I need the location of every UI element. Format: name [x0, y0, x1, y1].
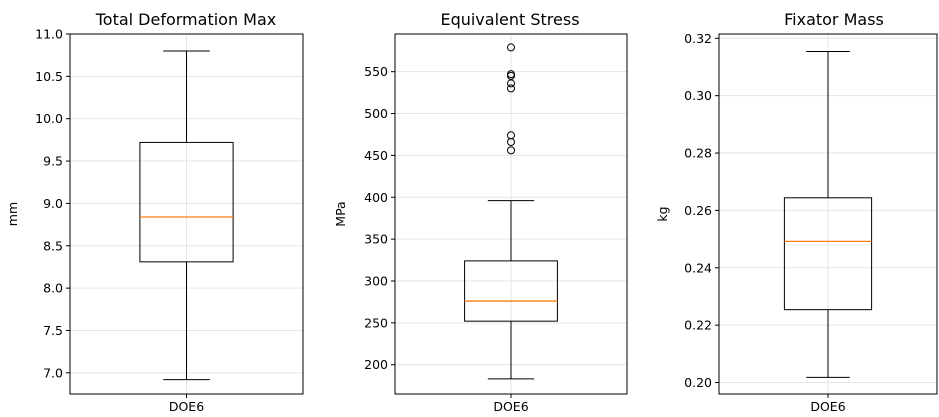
y-tick-label: 10.5: [35, 69, 63, 84]
chart-panel-2: Equivalent Stress 200 250 300 350 400 450 500 55…: [333, 10, 628, 414]
outlier-point: [507, 79, 515, 88]
chart-title: Fixator Mass: [784, 10, 884, 29]
chart-title: Equivalent Stress: [440, 10, 579, 29]
y-tick-label: 9.5: [43, 154, 63, 169]
outlier-point: [507, 84, 515, 93]
outlier-point: [507, 43, 515, 52]
y-axis-label: kg: [655, 206, 670, 221]
chart-title: Total Deformation Max: [95, 10, 277, 29]
axes-frame: [69, 33, 304, 395]
y-tick-label: 8.0: [43, 281, 63, 296]
y-axis-label: MPa: [333, 201, 348, 226]
y-tick-label: 0.24: [684, 260, 712, 275]
y-tick-label: 9.0: [43, 196, 63, 211]
y-tick-label: 0.30: [684, 88, 712, 103]
y-tick-label: 350: [364, 232, 388, 247]
y-tick-label: 250: [364, 315, 388, 330]
x-tick-label: DOE6: [169, 399, 204, 414]
y-tick-label: 0.22: [684, 318, 712, 333]
axes-frame: [394, 33, 628, 395]
y-tick-label: 0.20: [684, 375, 712, 390]
outlier-point: [507, 131, 515, 140]
y-tick-label: 11.0: [35, 27, 63, 42]
x-tick-label: DOE6: [810, 399, 845, 414]
y-tick-label: 200: [364, 357, 388, 372]
y-tick-label: 7.0: [43, 365, 63, 380]
y-tick-label: 300: [364, 273, 388, 288]
y-tick-label: 0.32: [684, 31, 712, 46]
chart-panel-1: Total Deformation Max 7.0 7.5 8.0 8.5 9.0 9.5 1…: [5, 10, 304, 414]
y-tick-label: 0.28: [684, 146, 712, 161]
x-tick-label: DOE6: [493, 399, 528, 414]
y-tick-label: 450: [364, 148, 388, 163]
chart-panel-3: Fixator Mass 0.20 0.22 0.24 0.26 0.28 0.30 0.32…: [655, 10, 938, 414]
outlier-point: [507, 70, 515, 79]
y-tick-label: 7.5: [43, 323, 63, 338]
y-tick-label: 500: [364, 106, 388, 121]
y-axis-label: mm: [5, 202, 20, 226]
outlier-point: [507, 146, 515, 155]
box-iqr: [464, 260, 558, 322]
y-tick-label: 400: [364, 190, 388, 205]
y-tick-label: 0.26: [684, 203, 712, 218]
axes-frame: [718, 33, 938, 395]
box-iqr: [783, 197, 873, 311]
y-tick-label: 8.5: [43, 238, 63, 253]
y-tick-label: 10.0: [35, 111, 63, 126]
box-iqr: [139, 141, 234, 263]
y-tick-label: 550: [364, 64, 388, 79]
